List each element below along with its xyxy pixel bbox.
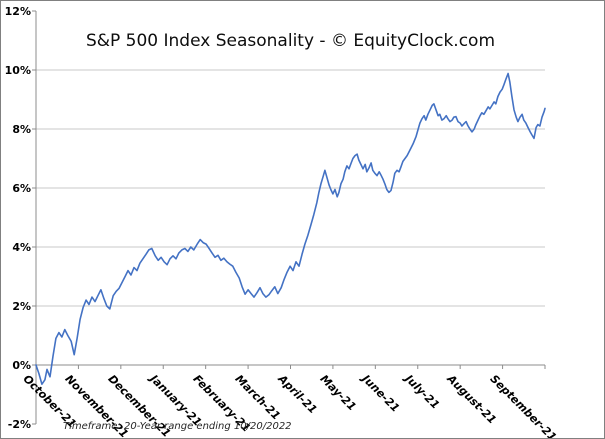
y-tick-label: 8% bbox=[12, 122, 31, 136]
y-tick-label: 4% bbox=[12, 240, 31, 254]
y-tick-label: 2% bbox=[12, 299, 31, 313]
y-tick-label: 12% bbox=[4, 4, 31, 18]
y-tick-label: -2% bbox=[7, 417, 31, 431]
y-tick-label: 10% bbox=[4, 63, 31, 77]
y-tick-label: 6% bbox=[12, 181, 31, 195]
chart-title: S&P 500 Index Seasonality - © EquityCloc… bbox=[85, 31, 496, 51]
y-tick-label: 0% bbox=[12, 358, 31, 372]
timeframe-footnote: Timeframe: 20-Year range ending 10/20/20… bbox=[63, 421, 292, 432]
series-line bbox=[35, 72, 546, 386]
